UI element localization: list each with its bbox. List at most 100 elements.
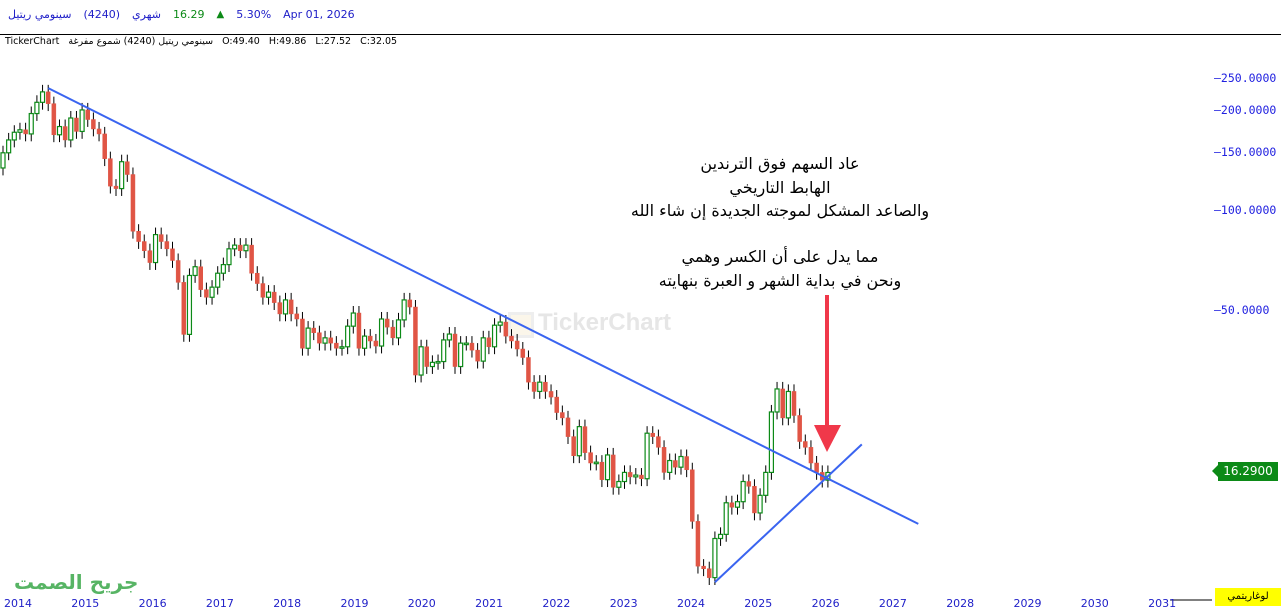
candle-down (475, 349, 480, 362)
x-tick-label: 2029 (1013, 597, 1042, 610)
candle-down (271, 291, 277, 303)
candle-up (441, 339, 447, 363)
candle-down (560, 412, 565, 419)
info-open: O:49.40 (222, 36, 260, 47)
annotation-line: ونحن في بداية الشهر و العبرة بنهايته (658, 271, 902, 290)
candle-down (91, 119, 96, 130)
arrow-down-icon (814, 425, 841, 452)
candle-down (503, 321, 509, 337)
candle-up (282, 299, 289, 315)
info-bar: TickerChart سينومي ريتيل (4240) شموع مفر… (5, 36, 397, 47)
x-tick-label: 2027 (878, 597, 907, 610)
candle-up (350, 312, 356, 327)
candle-down (791, 391, 797, 416)
candle-down (96, 128, 102, 135)
new-uptrend-line (714, 443, 863, 584)
candle-down (356, 312, 362, 349)
candle-down (514, 340, 520, 350)
candle-down (565, 417, 571, 437)
watermark: TickerChart (538, 309, 671, 336)
candle-up (11, 131, 17, 141)
candle-down (74, 117, 79, 132)
y-tick-label: –150.0000 (1214, 144, 1277, 159)
candle-up (463, 342, 469, 346)
x-tick-label: 2028 (946, 597, 975, 610)
candle-down (113, 185, 119, 189)
candle-up (491, 324, 498, 348)
candle-down (62, 126, 68, 141)
candle-down (294, 313, 300, 320)
stock-name: سينومي ريتيل (8, 8, 72, 21)
candle-down (390, 326, 396, 339)
candle-down (520, 348, 526, 358)
candle-down (238, 244, 243, 251)
candle-up (17, 129, 23, 133)
candle-down (170, 248, 175, 261)
candle-up (378, 318, 385, 347)
candle-down (588, 452, 593, 464)
candle-up (678, 455, 684, 468)
candle-down (373, 340, 379, 347)
candle-down (45, 91, 51, 104)
candle-up (667, 459, 673, 474)
candle-down (531, 381, 537, 392)
candle-down (571, 436, 576, 456)
candle-down (797, 415, 802, 442)
candle-down (328, 337, 333, 344)
candle-up (226, 248, 232, 266)
candle-up (723, 502, 729, 535)
candle-up (446, 333, 452, 341)
candle-up (717, 533, 724, 540)
candle-down (746, 481, 752, 487)
candle-down (639, 474, 644, 479)
symbol-header: سينومي ريتيل (4240) شهري 16.29 ▲ 5.30% A… (8, 8, 355, 21)
candle-down (469, 342, 475, 351)
candle-down (108, 158, 113, 187)
author-logo: جريح الصمت (14, 570, 139, 594)
candle-up (774, 388, 780, 413)
period-selector[interactable]: شهري (132, 8, 161, 21)
candle-down (548, 391, 554, 398)
candle-down (752, 486, 757, 514)
y-tick-label: –50.0000 (1214, 303, 1270, 317)
candle-down (673, 460, 678, 468)
change-percent: 5.30% (236, 8, 272, 21)
candle-down (158, 234, 164, 242)
candle-down (413, 306, 418, 376)
x-tick-label: 2026 (811, 597, 840, 610)
candle-up (28, 112, 34, 135)
candle-up (345, 325, 351, 348)
stock-code: (4240) (83, 8, 121, 21)
historical-downtrend-line (47, 87, 919, 525)
x-tick-label: 2017 (205, 597, 234, 610)
candle-up (209, 286, 215, 298)
candle-up (243, 244, 249, 252)
candle-down (661, 447, 667, 473)
candle-down (142, 241, 147, 251)
candle-up (734, 501, 741, 508)
candle-up (305, 327, 311, 349)
candle-down (85, 109, 90, 120)
candle-down (684, 456, 689, 471)
candle-down (277, 302, 283, 315)
info-brand: TickerChart (5, 36, 60, 47)
candle-down (729, 502, 735, 508)
x-tick-label: 2015 (71, 597, 100, 610)
x-tick-label: 2016 (138, 597, 167, 610)
candle-down (452, 333, 458, 367)
candle-down (317, 332, 322, 344)
x-tick-label: 2019 (340, 597, 369, 610)
y-tick-label: –100.0000 (1214, 203, 1277, 218)
x-tick-label: 2021 (475, 597, 504, 610)
candle-down (707, 568, 712, 578)
info-high: H:49.86 (268, 36, 307, 47)
x-tick-label: 2030 (1080, 597, 1109, 610)
candle-down (288, 299, 294, 315)
y-tick-label: –250.0000 (1214, 71, 1277, 86)
candle-down (102, 133, 107, 159)
log-scale-toggle[interactable]: لوغاريتمي (1215, 588, 1281, 606)
candle-up (68, 117, 74, 141)
candle-up (633, 474, 639, 478)
candle-down (599, 461, 605, 480)
